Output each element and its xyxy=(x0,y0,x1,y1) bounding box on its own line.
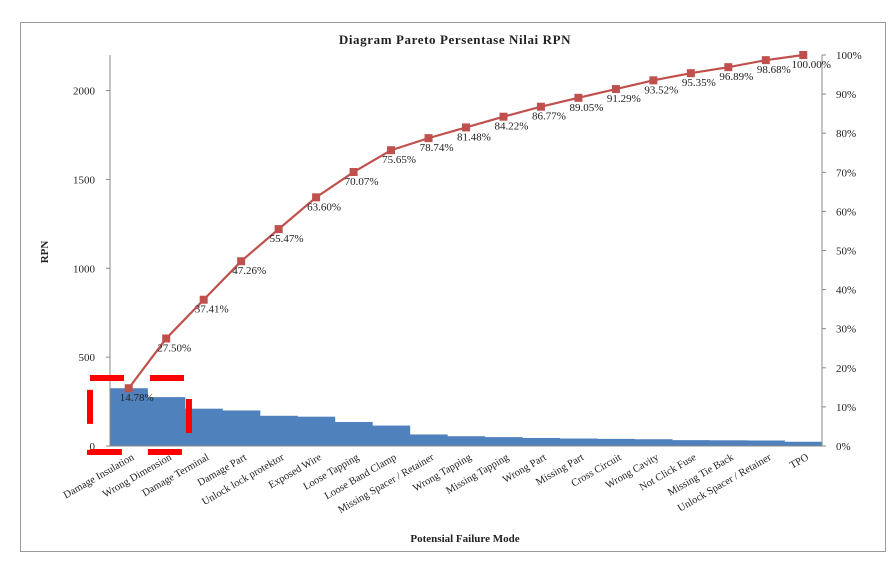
bar-8 xyxy=(372,425,411,446)
cumulative-point-14 xyxy=(611,85,620,94)
cumulative-point-3 xyxy=(199,295,208,304)
data-label-18: 98.68% xyxy=(757,64,791,76)
y-tick-label: 1500 xyxy=(73,174,96,186)
data-label-3: 37.41% xyxy=(195,304,229,316)
cumulative-point-16 xyxy=(686,69,695,78)
highlight-dashed-box xyxy=(87,375,192,455)
bar-16 xyxy=(672,440,710,446)
data-label-15: 93.52% xyxy=(644,84,678,96)
bar-15 xyxy=(634,439,673,446)
data-label-12: 86.77% xyxy=(532,111,566,123)
bar-19 xyxy=(784,441,823,446)
cumulative-point-11 xyxy=(499,112,508,121)
data-label-17: 96.89% xyxy=(719,71,753,83)
data-label-10: 81.48% xyxy=(457,131,491,143)
cumulative-point-15 xyxy=(649,76,658,85)
cumulative-point-5 xyxy=(274,225,283,234)
data-label-7: 70.07% xyxy=(345,176,379,188)
bar-11 xyxy=(484,437,523,446)
cumulative-point-1 xyxy=(124,384,133,393)
y2-tick-label: 10% xyxy=(836,402,856,414)
data-label-11: 84.22% xyxy=(495,121,529,133)
y-tick-label: 500 xyxy=(79,352,96,364)
x-tick-label: TPO xyxy=(788,452,811,472)
bar-9 xyxy=(409,434,448,446)
data-label-1: 14.78% xyxy=(120,392,154,404)
y2-tick-label: 90% xyxy=(836,89,856,101)
data-label-16: 95.35% xyxy=(682,77,716,89)
y-tick-label: 2000 xyxy=(73,86,96,98)
bar-7 xyxy=(334,422,373,446)
data-label-13: 89.05% xyxy=(569,102,603,114)
cumulative-point-10 xyxy=(462,123,470,132)
cumulative-point-12 xyxy=(536,102,545,111)
bar-14 xyxy=(597,438,636,446)
bar-4 xyxy=(222,410,261,446)
y2-tick-label: 50% xyxy=(836,246,856,258)
y-tick-label: 1000 xyxy=(73,263,96,275)
cumulative-point-6 xyxy=(312,193,321,202)
y2-tick-label: 40% xyxy=(836,285,856,297)
cumulative-point-4 xyxy=(237,257,246,266)
bar-10 xyxy=(447,436,486,446)
bar-17 xyxy=(709,440,748,446)
y2-tick-label: 80% xyxy=(836,128,856,140)
y2-tick-label: 20% xyxy=(836,363,856,375)
data-label-4: 47.26% xyxy=(232,265,266,277)
y2-tick-label: 30% xyxy=(836,324,856,336)
cumulative-point-2 xyxy=(162,334,171,343)
y2-tick-label: 100% xyxy=(836,50,862,62)
y-axis-label: RPN xyxy=(39,241,51,264)
data-label-5: 55.47% xyxy=(270,233,304,245)
cumulative-point-18 xyxy=(761,56,770,65)
y2-tick-label: 0% xyxy=(836,441,851,453)
data-label-8: 75.65% xyxy=(382,154,416,166)
x-tick-label: Missing Tapping xyxy=(444,452,511,497)
bar-5 xyxy=(259,415,298,446)
cumulative-point-19 xyxy=(799,51,808,59)
data-label-6: 63.60% xyxy=(307,201,341,213)
data-label-14: 91.29% xyxy=(607,93,641,105)
cumulative-point-8 xyxy=(387,146,396,155)
cumulative-point-13 xyxy=(574,93,583,102)
y2-tick-label: 70% xyxy=(836,167,856,179)
data-label-2: 27.50% xyxy=(157,342,191,354)
bar-6 xyxy=(297,416,336,446)
cumulative-point-9 xyxy=(424,134,433,143)
data-label-19: 100.00% xyxy=(792,59,831,71)
y2-tick-label: 60% xyxy=(836,206,856,218)
chart-frame xyxy=(20,22,886,552)
bar-1 xyxy=(110,388,148,446)
cumulative-line xyxy=(127,53,804,389)
bar-13 xyxy=(559,438,598,446)
bar-12 xyxy=(522,438,561,446)
bar-18 xyxy=(747,440,785,446)
cumulative-point-7 xyxy=(349,168,358,177)
bar-2 xyxy=(147,397,186,446)
x-axis-label: Potensial Failure Mode xyxy=(410,533,519,545)
data-label-9: 78.74% xyxy=(420,142,454,154)
y-tick-label: 0 xyxy=(90,441,96,453)
chart-title: Diagram Pareto Persentase Nilai RPN xyxy=(339,32,571,47)
cumulative-point-17 xyxy=(724,63,733,72)
